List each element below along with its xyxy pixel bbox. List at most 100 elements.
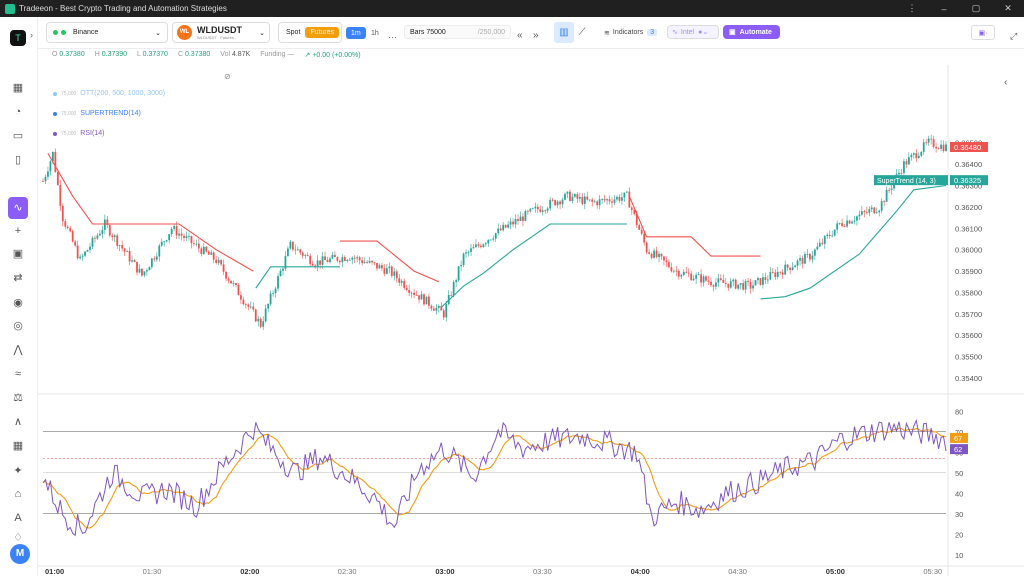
activity-icon[interactable]: ⋀: [13, 344, 23, 356]
price-chart-svg[interactable]: 0.365000.364000.363000.362000.361000.360…: [38, 65, 1024, 576]
volume-label: Vol: [220, 51, 231, 58]
candle-body: [863, 211, 866, 213]
scale-icon[interactable]: ⚖: [13, 392, 23, 404]
candle-body: [870, 207, 873, 210]
collapse-panel-icon[interactable]: ‹: [1004, 77, 1008, 88]
waves-icon[interactable]: ≈: [14, 368, 22, 380]
candle-body: [880, 201, 883, 211]
candle-body: [247, 304, 250, 307]
candle-body: [185, 236, 188, 239]
chart-area[interactable]: 0.365000.364000.363000.362000.361000.360…: [38, 65, 1024, 576]
candle-body: [606, 199, 608, 201]
toggle-dot-icon: ●⌄: [698, 29, 709, 36]
candle-body: [504, 224, 507, 228]
app-logo-icon: [5, 3, 15, 14]
symbol-select[interactable]: WL WLDUSDT WLDUSDT · Futures ⌄: [172, 22, 270, 43]
avatar[interactable]: M: [10, 544, 30, 564]
bot-panel-button[interactable]: ▣·: [971, 25, 995, 40]
candle-body: [334, 254, 336, 258]
more-timeframes-button[interactable]: ···: [388, 31, 397, 42]
candle-body: [633, 209, 636, 214]
minimize-button[interactable]: –: [941, 3, 947, 14]
candle-body: [351, 257, 354, 260]
futures-button[interactable]: Futures: [305, 27, 340, 38]
candle-body: [903, 161, 905, 174]
bot-icon[interactable]: ▣: [12, 248, 24, 260]
candle-body: [752, 285, 754, 289]
sparkle-icon[interactable]: ✦: [13, 465, 23, 477]
dashboard-icon[interactable]: ▦: [12, 82, 24, 94]
candle-body: [163, 241, 166, 243]
candle-body: [304, 255, 307, 256]
candle-body: [917, 155, 920, 159]
rsi-ma-value: 67: [954, 434, 962, 443]
rsi-tick-label: 50: [955, 469, 963, 478]
line-chart-icon[interactable]: ⟋: [578, 27, 586, 38]
intel-label: Intel: [680, 28, 695, 36]
portfolio-icon[interactable]: ▭: [12, 130, 24, 142]
legend-item-supertrend[interactable]: 75,000 SUPERTREND(14): [53, 110, 141, 117]
candle-body: [801, 258, 804, 264]
chart-icon[interactable]: ∿: [8, 197, 28, 219]
candle-body: [136, 261, 138, 273]
supertrend-tag: [874, 175, 948, 186]
book-icon[interactable]: ▯: [14, 154, 22, 166]
spot-button[interactable]: Spot: [286, 29, 301, 36]
menu-kebab-button[interactable]: ⋮: [907, 3, 917, 13]
hide-eye-icon[interactable]: ⊘: [224, 72, 231, 81]
sidebar-logo[interactable]: T: [10, 30, 26, 46]
bars-input[interactable]: Bars 75000 /250,000: [404, 25, 511, 39]
intel-button[interactable]: ∿ Intel ●⌄: [667, 25, 719, 39]
status-dot-icon: [53, 30, 58, 35]
candle-body: [796, 260, 799, 266]
time-tick-label: 03:00: [435, 567, 454, 576]
indicators-count-badge: 3: [647, 29, 658, 36]
plus-icon[interactable]: +: [14, 225, 22, 237]
timeframe-1h-button[interactable]: 1h: [371, 29, 379, 37]
swap-icon[interactable]: ⇄: [13, 272, 23, 284]
grid-icon[interactable]: ▦: [12, 440, 24, 452]
candle-body: [338, 260, 341, 263]
ai-icon[interactable]: A: [14, 512, 22, 524]
expand-icon[interactable]: ⤢: [1010, 31, 1018, 41]
market-toggle: Spot Futures: [278, 22, 342, 43]
candle-chart-icon[interactable]: ▥: [554, 22, 574, 43]
rsi-tick-label: 40: [955, 489, 963, 498]
candle-body: [202, 246, 205, 254]
chevron-right-icon[interactable]: ›: [30, 30, 33, 40]
close-button[interactable]: ✕: [1004, 3, 1012, 13]
signal-icon[interactable]: ◉: [13, 297, 23, 309]
legend-item-ott[interactable]: 75,000 OTT(200, 500, 1000, 3000): [53, 90, 165, 97]
candle-body: [336, 257, 339, 261]
scroll-forward-button[interactable]: »: [533, 30, 539, 41]
legend-item-rsi[interactable]: 75,000 RSI(14): [53, 130, 104, 137]
price-tick-label: 0.35800: [955, 288, 982, 297]
candle-body: [670, 267, 673, 272]
candle-body: [526, 210, 529, 212]
candle-body: [945, 144, 947, 151]
title-bar: Tradeeon - Best Crypto Trading and Autom…: [0, 0, 1024, 17]
candle-body: [143, 271, 146, 276]
bank-icon[interactable]: ⌂: [14, 488, 22, 500]
candle-body: [356, 257, 359, 259]
bell-icon[interactable]: ♢: [13, 532, 23, 544]
candle-body: [467, 251, 470, 253]
timeframe-1m-button[interactable]: 1m: [346, 27, 366, 39]
scroll-back-button[interactable]: «: [517, 30, 523, 41]
automate-button[interactable]: ▣ Automate: [723, 25, 780, 39]
maximize-button[interactable]: ▢: [971, 3, 981, 13]
pulse-icon[interactable]: ∧: [13, 416, 23, 428]
candle-body: [59, 184, 62, 206]
candle-body: [536, 206, 539, 210]
exchange-select[interactable]: Binance ⌄: [46, 22, 168, 43]
candle-body: [522, 216, 524, 221]
indicators-button[interactable]: ≋ Indicators 3: [604, 22, 658, 43]
candle-body: [54, 151, 57, 173]
candle-body: [232, 283, 235, 284]
history-icon[interactable]: ◔: [14, 106, 22, 118]
candle-body: [373, 262, 376, 264]
candle-body: [529, 208, 532, 212]
rsi-tick-label: 10: [955, 551, 963, 560]
compass-icon[interactable]: ◎: [13, 320, 23, 332]
legend-value: 75,000: [61, 90, 77, 97]
